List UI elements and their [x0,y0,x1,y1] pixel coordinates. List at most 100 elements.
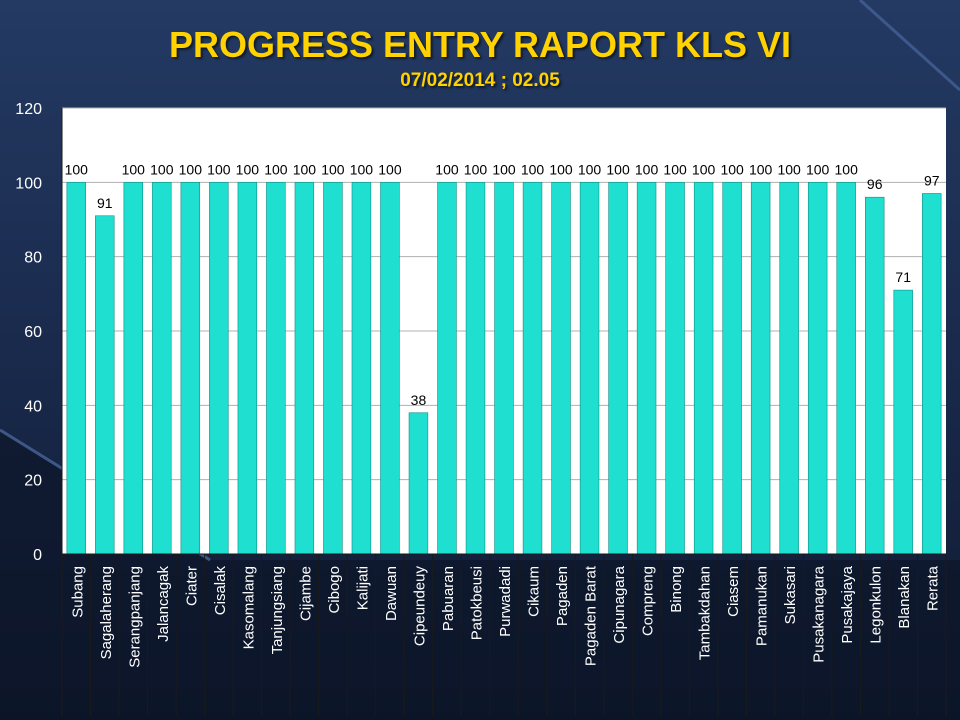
bar [579,182,600,555]
chart-title: PROGRESS ENTRY RAPORT KLS VI [168,24,792,65]
bar [807,182,828,555]
x-tick-label: Purwadadi [497,566,514,637]
x-tick-label: Subang [69,566,86,618]
x-tick-label: Patokbeusi [468,566,485,640]
bar [893,289,913,555]
x-tick-label: Cisalak [212,566,229,616]
bar [237,182,258,555]
bar [665,182,685,555]
data-label: 100 [606,161,630,177]
x-tick-label: Cijambe [297,566,314,621]
bar [209,182,229,555]
x-tick-label: Pusakanagara [811,565,828,662]
y-tick-label: 60 [24,324,42,341]
x-tick-label: Sukasari [782,566,799,624]
y-tick-label: 20 [24,473,42,490]
data-label: 100 [720,161,744,177]
bar [123,182,144,555]
x-tick-label: Pagaden [554,566,571,626]
data-label: 100 [293,161,317,177]
x-tick-label: Pusakajaya [839,565,856,643]
data-label: 100 [179,161,203,177]
bar [294,182,315,555]
bar [922,193,942,555]
bar [722,182,742,555]
x-tick-label: Pabuaran [440,566,457,631]
data-label: 100 [350,161,374,177]
data-label: 100 [122,161,146,177]
bar [408,412,429,555]
bar [551,182,571,555]
bar [95,215,115,555]
x-tick-label: Pamanukan [754,566,771,646]
x-tick-label: Rerata [925,565,942,611]
background-accent-line-corner [858,0,960,92]
data-label: 100 [264,161,288,177]
data-label: 100 [635,161,659,177]
data-label: 100 [777,161,801,177]
y-tick-label: 120 [15,101,42,118]
bar [836,182,856,555]
data-label: 100 [749,161,773,177]
bar [693,182,714,555]
data-label: 100 [663,161,687,177]
data-label: 100 [549,161,573,177]
x-tick-label: Blanakan [896,566,913,629]
x-tick-label: Jalancagak [155,566,172,642]
data-label: 100 [835,161,859,177]
x-tick-label: Tanjungsiang [269,566,286,654]
data-label: 100 [806,161,830,177]
bar [522,182,543,555]
bar [864,196,885,555]
x-tick-label: Kalijati [354,566,371,610]
bar [66,182,86,555]
x-tick-label: Pagaden Barat [583,565,600,666]
bar [266,182,286,555]
x-tick-label: Ciater [183,566,200,606]
data-label: 91 [97,195,113,211]
data-label: 100 [521,161,545,177]
x-tick-label: Legonkulon [868,566,885,644]
bar [636,182,657,555]
x-tick-label: Tambakdahan [697,566,714,660]
data-label: 100 [321,161,345,177]
background-shadow-shape [0,430,960,720]
bar [494,182,514,555]
x-tick-label: Cikaum [526,566,543,617]
bar [180,182,201,555]
bar [152,182,172,555]
data-label: 100 [65,161,89,177]
x-tick-label: Binong [668,566,685,613]
data-label: 100 [578,161,602,177]
data-label: 100 [207,161,231,177]
x-tick-label: Serangpanjang [126,566,143,668]
x-tick-label: Cipeundeuy [411,566,428,647]
bar [323,182,343,555]
x-tick-label: Dawuan [383,566,400,621]
data-label: 100 [464,161,488,177]
data-label: 100 [435,161,459,177]
x-tick-label: Cipunagara [611,565,628,643]
data-label: 96 [867,176,883,192]
y-tick-label: 0 [33,547,42,564]
data-label: 100 [492,161,516,177]
data-label: 38 [411,392,427,408]
data-label: 97 [924,172,940,188]
x-tick-label: Compreng [640,566,657,636]
x-tick-label: Kasomalang [240,566,257,649]
data-label: 100 [692,161,716,177]
y-tick-label: 80 [24,250,42,267]
y-tick-label: 40 [24,398,42,415]
data-label: 100 [378,161,402,177]
bar [437,182,457,555]
bar [779,182,799,555]
chart-subtitle: 07/02/2014 ; 02.05 [400,70,560,91]
bar [351,182,372,555]
x-tick-label: Cibogo [326,566,343,614]
y-tick-label: 100 [15,175,42,192]
bar [380,182,400,555]
data-label: 100 [150,161,174,177]
data-label: 100 [236,161,260,177]
bar [608,182,628,555]
